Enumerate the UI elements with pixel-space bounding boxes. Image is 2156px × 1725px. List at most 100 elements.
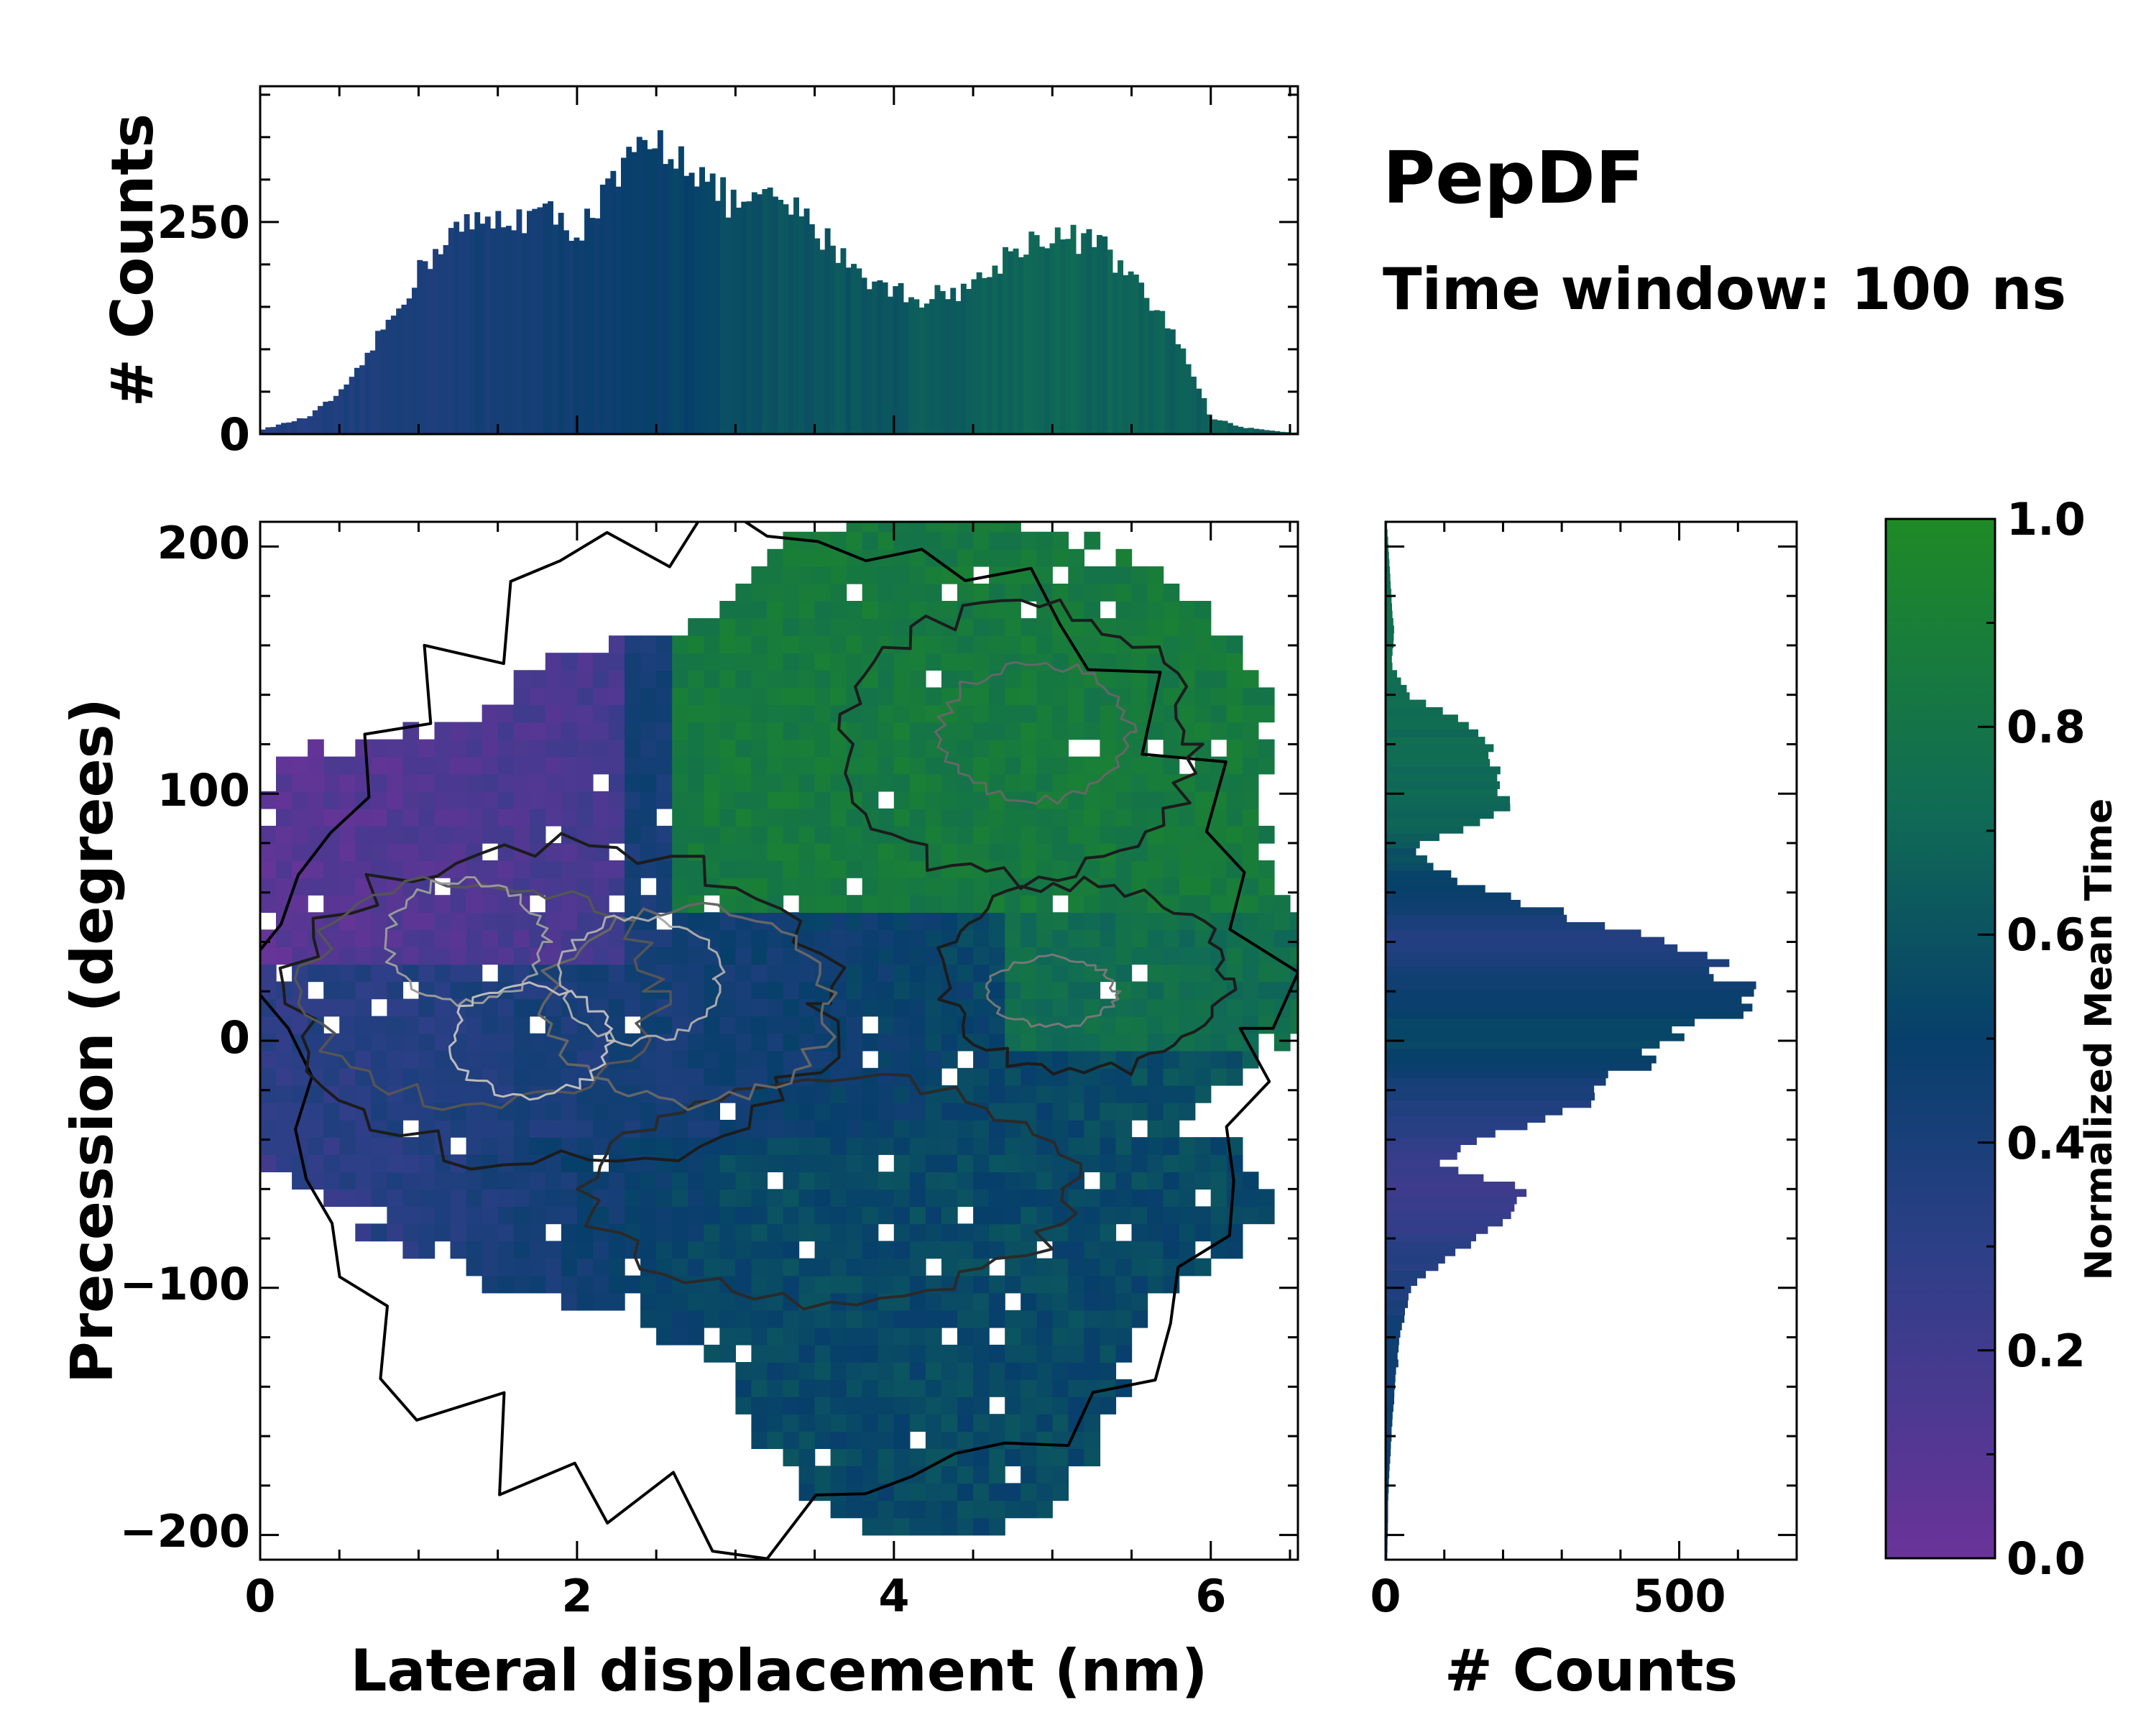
heatmap-cell-851 xyxy=(672,635,688,653)
heatmap-cell-1974 xyxy=(1021,1483,1037,1501)
heatmap-cell-813 xyxy=(672,1292,688,1311)
heatmap-cell-457 xyxy=(513,1033,530,1052)
heatmap-cell-1810 xyxy=(973,1397,990,1414)
right-histogram: 0 500 # Counts xyxy=(1370,520,1798,1704)
heatmap-cell-1516 xyxy=(893,1517,911,1536)
heatmap-cell-866 xyxy=(688,1085,704,1103)
right-histogram-bar-21 xyxy=(1386,1397,1394,1404)
heatmap-cell-1933 xyxy=(1005,1189,1021,1208)
top-histogram-bar-170 xyxy=(1148,310,1155,434)
heatmap-cell-899 xyxy=(704,1241,720,1259)
heatmap-cell-588 xyxy=(576,1258,594,1276)
heatmap-cell-2340 xyxy=(1131,1241,1148,1259)
heatmap-cell-2439 xyxy=(1163,929,1180,948)
heatmap-cell-1684 xyxy=(925,601,942,619)
heatmap-cell-2531 xyxy=(1194,601,1212,619)
heatmap-cell-627 xyxy=(593,1241,609,1259)
right-histogram-bar-4 xyxy=(1386,1522,1388,1531)
heatmap-cell-27 xyxy=(276,1033,292,1052)
heatmap-cell-957 xyxy=(719,947,736,965)
heatmap-cell-1015 xyxy=(735,739,752,758)
heatmap-cell-585 xyxy=(561,653,578,671)
heatmap-cell-2622 xyxy=(1242,670,1259,689)
heatmap-cell-652 xyxy=(593,791,609,809)
heatmap-cell-113 xyxy=(323,808,340,827)
heatmap-cell-212 xyxy=(387,981,404,1000)
heatmap-cell-198 xyxy=(387,1223,404,1242)
heatmap-cell-2525 xyxy=(1194,704,1212,723)
heatmap-cell-1947 xyxy=(1005,947,1021,965)
heatmap-cell-1775 xyxy=(957,981,974,1000)
heatmap-cell-883 xyxy=(688,791,704,809)
main-ytick-label-0: 0 xyxy=(219,1011,250,1064)
heatmap-cell-2311 xyxy=(1115,964,1133,983)
top-histogram-bar-117 xyxy=(872,281,878,434)
heatmap-cell-1601 xyxy=(909,1050,926,1069)
right-histogram-bars xyxy=(1386,522,1756,1560)
top-histogram-frame xyxy=(259,85,1299,436)
heatmap-cell-377 xyxy=(482,1275,499,1294)
top-histogram-bar-182 xyxy=(1212,419,1217,434)
heatmap-cell-2149 xyxy=(1068,1275,1084,1294)
heatmap-cell-1749 xyxy=(957,1466,974,1484)
heatmap-cell-1413 xyxy=(862,1344,879,1363)
heatmap-cell-1565 xyxy=(893,670,911,689)
heatmap-cell-745 xyxy=(640,1103,657,1121)
heatmap-cell-2472 xyxy=(1179,1033,1196,1052)
right-histogram-bar-47 xyxy=(1386,1203,1515,1212)
heatmap-cell-1445 xyxy=(862,756,879,775)
heatmap-cell-1454 xyxy=(862,601,879,619)
heatmap-cell-853 xyxy=(688,1310,704,1328)
heatmap-cell-363 xyxy=(466,947,483,965)
heatmap-cell-1452 xyxy=(862,635,879,653)
heatmap-cell-1041 xyxy=(751,1154,768,1172)
heatmap-cell-887 xyxy=(688,722,704,740)
heatmap-cell-2077 xyxy=(1036,653,1053,671)
heatmap-cell-1269 xyxy=(814,878,831,896)
heatmap-cell-1597 xyxy=(909,1120,926,1138)
top-histogram-bar-164 xyxy=(1118,260,1123,434)
heatmap-cell-2247 xyxy=(1100,1310,1117,1328)
heatmap-cell-880 xyxy=(688,843,704,861)
heatmap-cell-1160 xyxy=(783,860,800,878)
heatmap-cell-2187 xyxy=(1068,601,1084,619)
heatmap-cell-1451 xyxy=(862,653,879,671)
heatmap-cell-671 xyxy=(609,1103,625,1121)
heatmap-cell-2101 xyxy=(1052,1206,1069,1225)
heatmap-cell-1074 xyxy=(751,584,768,602)
heatmap-cell-717 xyxy=(625,895,641,913)
main-xtick-label-0: 0 xyxy=(244,1570,275,1622)
heatmap-cell-2346 xyxy=(1131,1137,1148,1155)
heatmap-cell-1488 xyxy=(877,998,895,1017)
heatmap-cell-2347 xyxy=(1131,1103,1148,1121)
heatmap-cell-1093 xyxy=(767,1120,784,1138)
heatmap-cell-2636 xyxy=(1258,756,1275,775)
heatmap-cell-1847 xyxy=(973,756,990,775)
right-histogram-bar-77 xyxy=(1386,981,1756,990)
heatmap-cell-849 xyxy=(672,670,688,689)
right-histogram-bar-124 xyxy=(1386,632,1394,641)
heatmap-cell-1038 xyxy=(751,1206,768,1225)
heatmap-cell-2479 xyxy=(1179,912,1196,930)
heatmap-cell-417 xyxy=(497,1137,515,1155)
heatmap-cell-832 xyxy=(672,964,688,983)
heatmap-cell-1904 xyxy=(989,722,1005,740)
heatmap-cell-2342 xyxy=(1131,1206,1148,1225)
heatmap-cell-659 xyxy=(593,653,609,671)
heatmap-cell-1524 xyxy=(893,1379,911,1397)
heatmap-cell-1986 xyxy=(1021,1275,1037,1294)
top-histogram-bar-89 xyxy=(725,217,732,434)
heatmap-cell-1771 xyxy=(957,1067,974,1086)
heatmap-cell-1256 xyxy=(814,1103,831,1121)
heatmap-cell-2160 xyxy=(1068,1085,1084,1103)
top-histogram-bar-56 xyxy=(553,224,559,434)
heatmap-cell-1137 xyxy=(783,1275,800,1294)
heatmap-cell-342 xyxy=(450,756,467,775)
heatmap-cell-223 xyxy=(387,791,404,809)
heatmap-cell-2057 xyxy=(1036,998,1053,1017)
heatmap-cell-1595 xyxy=(909,1154,926,1172)
heatmap-cell-2352 xyxy=(1131,1016,1148,1034)
heatmap-cell-871 xyxy=(688,998,704,1017)
heatmap-cell-775 xyxy=(656,1275,673,1294)
heatmap-cell-132 xyxy=(339,929,356,948)
